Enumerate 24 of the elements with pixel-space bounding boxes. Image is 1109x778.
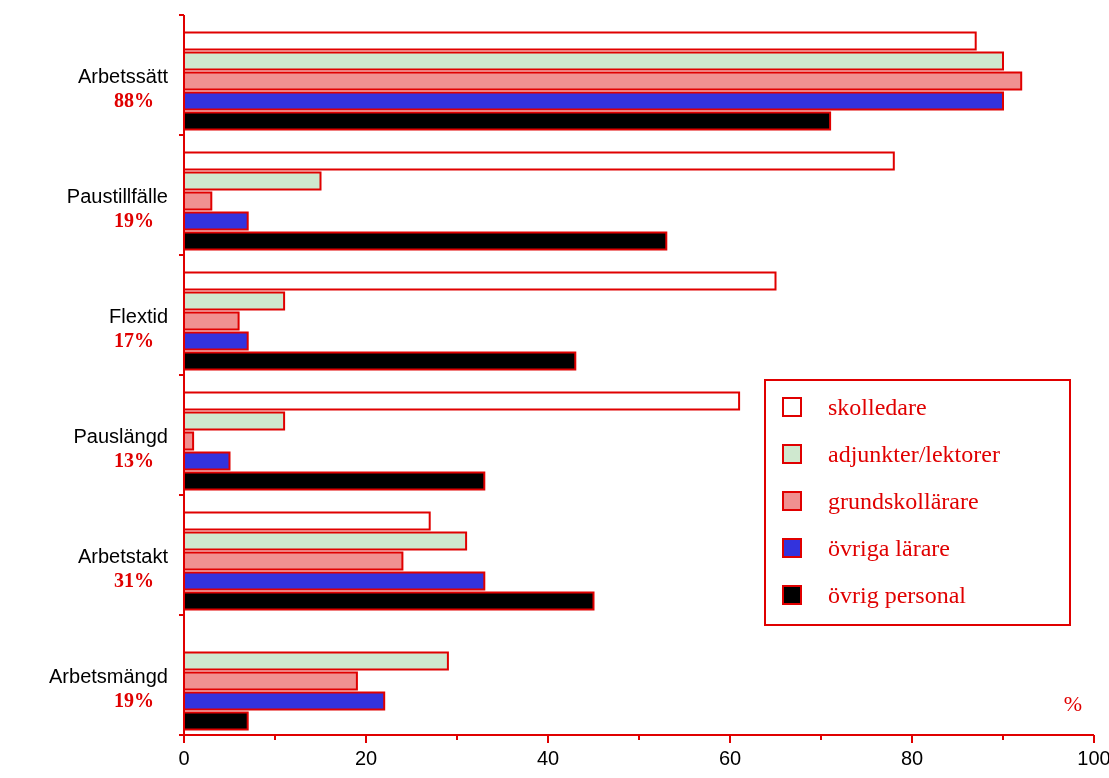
text: 19% (114, 209, 154, 231)
x-tick-label: 0 (178, 747, 190, 769)
text: 19% (114, 689, 154, 711)
x-tick-label: 60 (718, 747, 742, 769)
y-tick-label: Arbetstakt (77, 545, 169, 567)
legend-label: övriga lärare (828, 535, 950, 561)
legend-label: adjunkter/lektorer (828, 441, 1000, 467)
x-axis-title: % (1063, 691, 1083, 716)
x-tick-label: 20 (354, 747, 378, 769)
y-tick-label: Paustillfälle (66, 185, 168, 207)
text: 31% (114, 569, 154, 591)
text: 13% (114, 449, 154, 471)
text: 17% (114, 329, 154, 351)
legend-label: skolledare (828, 394, 927, 420)
y-tick-label: Arbetssätt (77, 65, 169, 87)
legend-label: grundskollärare (828, 488, 979, 514)
x-tick-label: 100 (1077, 747, 1109, 769)
legend-label: övrig personal (828, 582, 967, 608)
y-tick-label: Arbetsmängd (49, 665, 168, 687)
x-tick-label: 40 (536, 747, 560, 769)
text: 88% (114, 89, 154, 111)
y-tick-label: Pauslängd (73, 425, 168, 447)
y-tick-label: Flextid (109, 305, 168, 327)
x-tick-label: 80 (900, 747, 924, 769)
